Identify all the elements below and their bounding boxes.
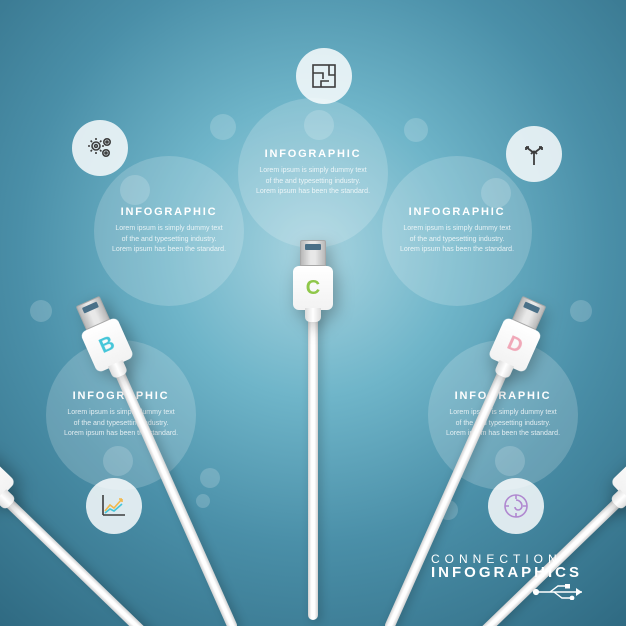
target-swirl-icon: [488, 478, 544, 534]
deco-dot: [570, 300, 592, 322]
node-body: Lorem ipsum is simply dummy text of the …: [400, 224, 514, 256]
deco-dot: [210, 114, 236, 140]
node-body: Lorem ipsum is simply dummy text of the …: [256, 166, 370, 198]
connector-dot: [103, 446, 133, 476]
footer-title: CONNECTION INFOGRAPHICS: [431, 553, 582, 580]
node-title: INFOGRAPHIC: [409, 206, 506, 218]
connector-dot: [304, 110, 334, 140]
deco-dot: [30, 300, 52, 322]
deco-dot: [200, 468, 220, 488]
usb-cable-C: C: [293, 240, 333, 620]
node-title: INFOGRAPHIC: [265, 148, 362, 160]
maze-icon: [296, 48, 352, 104]
usb-icon: [532, 584, 592, 600]
title-line2: INFOGRAPHICS: [431, 565, 582, 580]
node-body: Lorem ipsum is simply dummy text of the …: [112, 224, 226, 256]
usb-plug-C: C: [293, 240, 333, 322]
deco-dot: [404, 118, 428, 142]
node-title: INFOGRAPHIC: [121, 206, 218, 218]
connector-dot: [481, 178, 511, 208]
stage: INFOGRAPHIC Lorem ipsum is simply dummy …: [0, 0, 626, 626]
node-B: INFOGRAPHIC Lorem ipsum is simply dummy …: [94, 156, 244, 306]
gears-icon: [72, 120, 128, 176]
connector-dot: [120, 175, 150, 205]
chart-growth-icon: [86, 478, 142, 534]
arrows-split-icon: [506, 126, 562, 182]
node-D: INFOGRAPHIC Lorem ipsum is simply dummy …: [382, 156, 532, 306]
connector-dot: [495, 446, 525, 476]
